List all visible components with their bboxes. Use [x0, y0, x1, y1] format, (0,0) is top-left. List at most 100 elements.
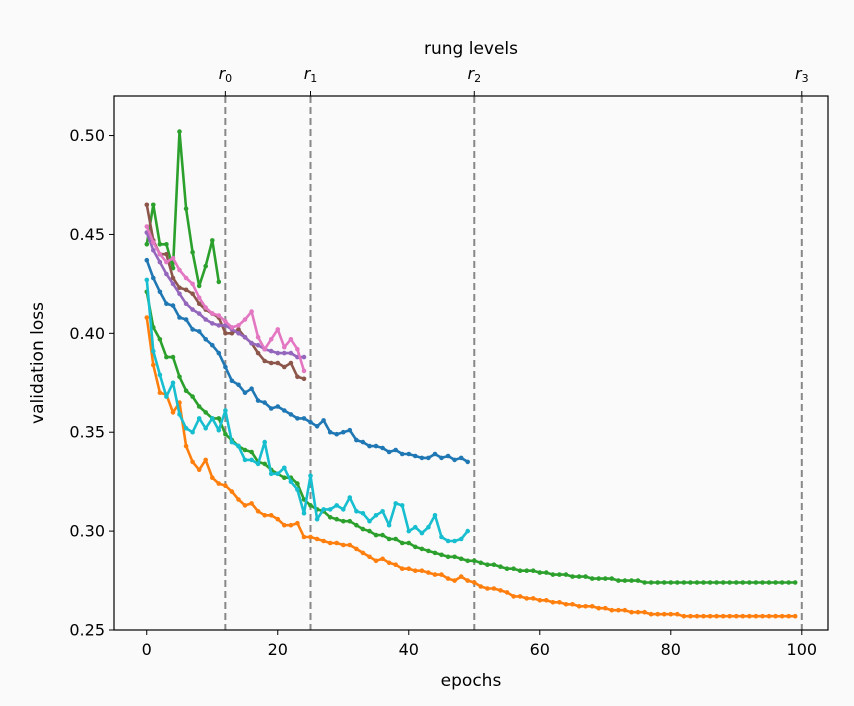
data-point-trial-cyan-33 — [360, 511, 366, 516]
data-point-trial-cyan-31 — [347, 495, 353, 500]
data-point-trial-green-spiky-0 — [144, 242, 150, 247]
data-point-trial-cyan-18 — [262, 439, 268, 445]
data-point-trial-purple-20 — [275, 350, 281, 356]
data-point-trial-green-long-51 — [478, 560, 484, 566]
data-point-trial-pink-10 — [210, 311, 215, 316]
data-point-trial-blue-41 — [413, 453, 418, 459]
data-point-trial-green-long-99 — [792, 580, 798, 585]
data-point-trial-green-long-31 — [347, 518, 353, 524]
data-point-trial-green-spiky-3 — [164, 242, 169, 247]
data-point-trial-brown-3 — [164, 251, 169, 257]
data-point-trial-orange-99 — [792, 613, 798, 619]
data-point-trial-orange-84 — [694, 613, 700, 619]
data-point-trial-orange-30 — [341, 542, 346, 548]
data-point-trial-orange-79 — [661, 611, 667, 617]
series-trial-cyan — [144, 277, 471, 544]
data-point-trial-green-long-94 — [760, 580, 765, 585]
data-point-trial-pink-12 — [223, 319, 228, 324]
data-point-trial-blue-47 — [452, 457, 457, 463]
data-point-trial-green-long-23 — [295, 481, 300, 486]
data-point-trial-orange-43 — [426, 570, 431, 575]
data-point-trial-blue-36 — [380, 445, 385, 451]
data-point-trial-brown-6 — [183, 287, 189, 293]
data-point-trial-orange-66 — [576, 604, 582, 609]
data-point-trial-orange-83 — [688, 613, 693, 619]
data-point-trial-orange-53 — [491, 586, 497, 591]
data-point-trial-purple-24 — [301, 354, 307, 360]
data-point-trial-blue-31 — [347, 427, 353, 433]
data-point-trial-blue-37 — [386, 449, 392, 455]
data-point-trial-green-long-67 — [583, 574, 588, 579]
data-point-trial-cyan-14 — [236, 443, 241, 449]
data-point-trial-green-long-8 — [196, 404, 202, 409]
data-point-trial-orange-60 — [537, 598, 543, 603]
data-point-trial-orange-63 — [557, 600, 562, 605]
data-point-trial-orange-68 — [589, 604, 595, 609]
data-point-trial-orange-13 — [229, 489, 235, 494]
data-point-trial-blue-17 — [255, 398, 261, 403]
data-point-trial-orange-51 — [478, 584, 484, 589]
data-point-trial-purple-17 — [255, 342, 261, 348]
data-point-trial-orange-71 — [609, 607, 615, 613]
data-point-trial-cyan-0 — [144, 277, 150, 283]
data-point-trial-green-long-32 — [354, 522, 359, 528]
data-point-trial-orange-96 — [773, 613, 778, 619]
data-point-trial-green-long-93 — [753, 580, 759, 585]
data-point-trial-orange-1 — [151, 362, 156, 368]
data-point-trial-pink-5 — [177, 267, 182, 273]
data-point-trial-purple-22 — [288, 350, 294, 356]
data-point-trial-cyan-20 — [275, 471, 281, 477]
rung-labels: r0 r1 r2 r3 — [219, 64, 809, 96]
rung-label-3: r3 — [795, 64, 809, 85]
data-point-trial-green-spiky-6 — [183, 206, 189, 211]
data-point-trial-cyan-1 — [151, 348, 156, 354]
data-point-trial-brown-23 — [295, 374, 300, 380]
data-point-trial-green-long-76 — [642, 580, 647, 585]
data-point-trial-cyan-36 — [380, 509, 385, 514]
data-point-trial-cyan-21 — [282, 465, 287, 471]
data-point-trial-cyan-19 — [268, 471, 274, 477]
data-point-trial-purple-15 — [242, 335, 248, 340]
data-point-trial-blue-16 — [249, 386, 254, 392]
data-point-trial-blue-33 — [360, 439, 366, 445]
data-point-trial-orange-8 — [196, 467, 202, 473]
data-point-trial-blue-11 — [216, 350, 222, 356]
data-point-trial-orange-23 — [295, 520, 300, 526]
data-point-trial-green-long-52 — [485, 562, 490, 567]
data-point-trial-cyan-47 — [452, 538, 457, 544]
data-point-trial-green-long-70 — [603, 576, 608, 581]
data-point-trial-brown-21 — [282, 364, 287, 370]
x-tick-label-5: 100 — [787, 640, 818, 659]
data-point-trial-green-long-16 — [249, 449, 254, 455]
data-point-trial-blue-30 — [341, 429, 346, 435]
data-point-trial-cyan-5 — [177, 412, 182, 417]
data-point-trial-orange-9 — [203, 457, 208, 463]
data-point-trial-orange-42 — [419, 568, 425, 573]
data-point-trial-orange-36 — [380, 556, 385, 562]
data-point-trial-orange-17 — [255, 509, 261, 514]
data-point-trial-blue-14 — [236, 382, 241, 388]
data-point-trial-orange-19 — [268, 513, 274, 518]
data-point-trial-orange-31 — [347, 542, 353, 548]
data-point-trial-blue-3 — [164, 301, 169, 307]
data-point-trial-orange-72 — [616, 607, 621, 613]
x-tick-label-4: 80 — [661, 640, 681, 659]
rung-label-1: r1 — [304, 64, 318, 85]
data-point-trial-green-long-86 — [707, 580, 713, 585]
data-point-trial-orange-90 — [734, 613, 739, 619]
data-point-trial-green-long-73 — [622, 578, 628, 583]
data-point-trial-orange-33 — [360, 550, 366, 556]
data-point-trial-cyan-29 — [334, 503, 340, 508]
data-point-trial-blue-24 — [301, 416, 307, 421]
data-point-trial-orange-4 — [170, 410, 176, 415]
data-point-trial-green-spiky-8 — [196, 283, 202, 289]
data-point-trial-green-long-4 — [170, 354, 176, 360]
data-point-trial-purple-2 — [157, 259, 163, 265]
data-point-trial-green-long-40 — [406, 540, 412, 546]
data-point-trial-orange-44 — [432, 572, 438, 577]
data-point-trial-pink-24 — [301, 368, 307, 374]
series-line-trial-green-spiky — [145, 130, 221, 288]
data-point-trial-cyan-45 — [439, 534, 444, 540]
data-point-trial-cyan-37 — [386, 522, 392, 528]
data-point-trial-brown-12 — [223, 331, 228, 336]
